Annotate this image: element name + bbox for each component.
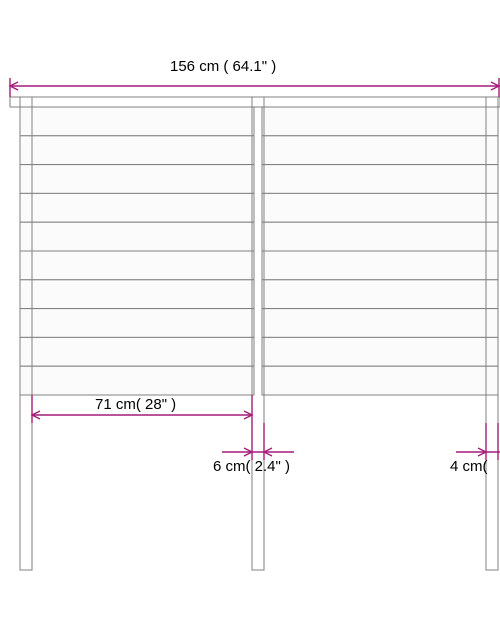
dim-label-total-width: 156 cm ( 64.1" ) bbox=[170, 58, 276, 75]
dim-total-width bbox=[10, 78, 500, 97]
dim-label-leg-depth: 4 cm( bbox=[450, 458, 488, 475]
dim-label-leg-width: 6 cm( 2.4" ) bbox=[213, 458, 290, 475]
dim-label-inner-width: 71 cm( 28" ) bbox=[95, 396, 176, 413]
headboard-diagram bbox=[0, 0, 500, 641]
top-cap bbox=[10, 97, 500, 107]
